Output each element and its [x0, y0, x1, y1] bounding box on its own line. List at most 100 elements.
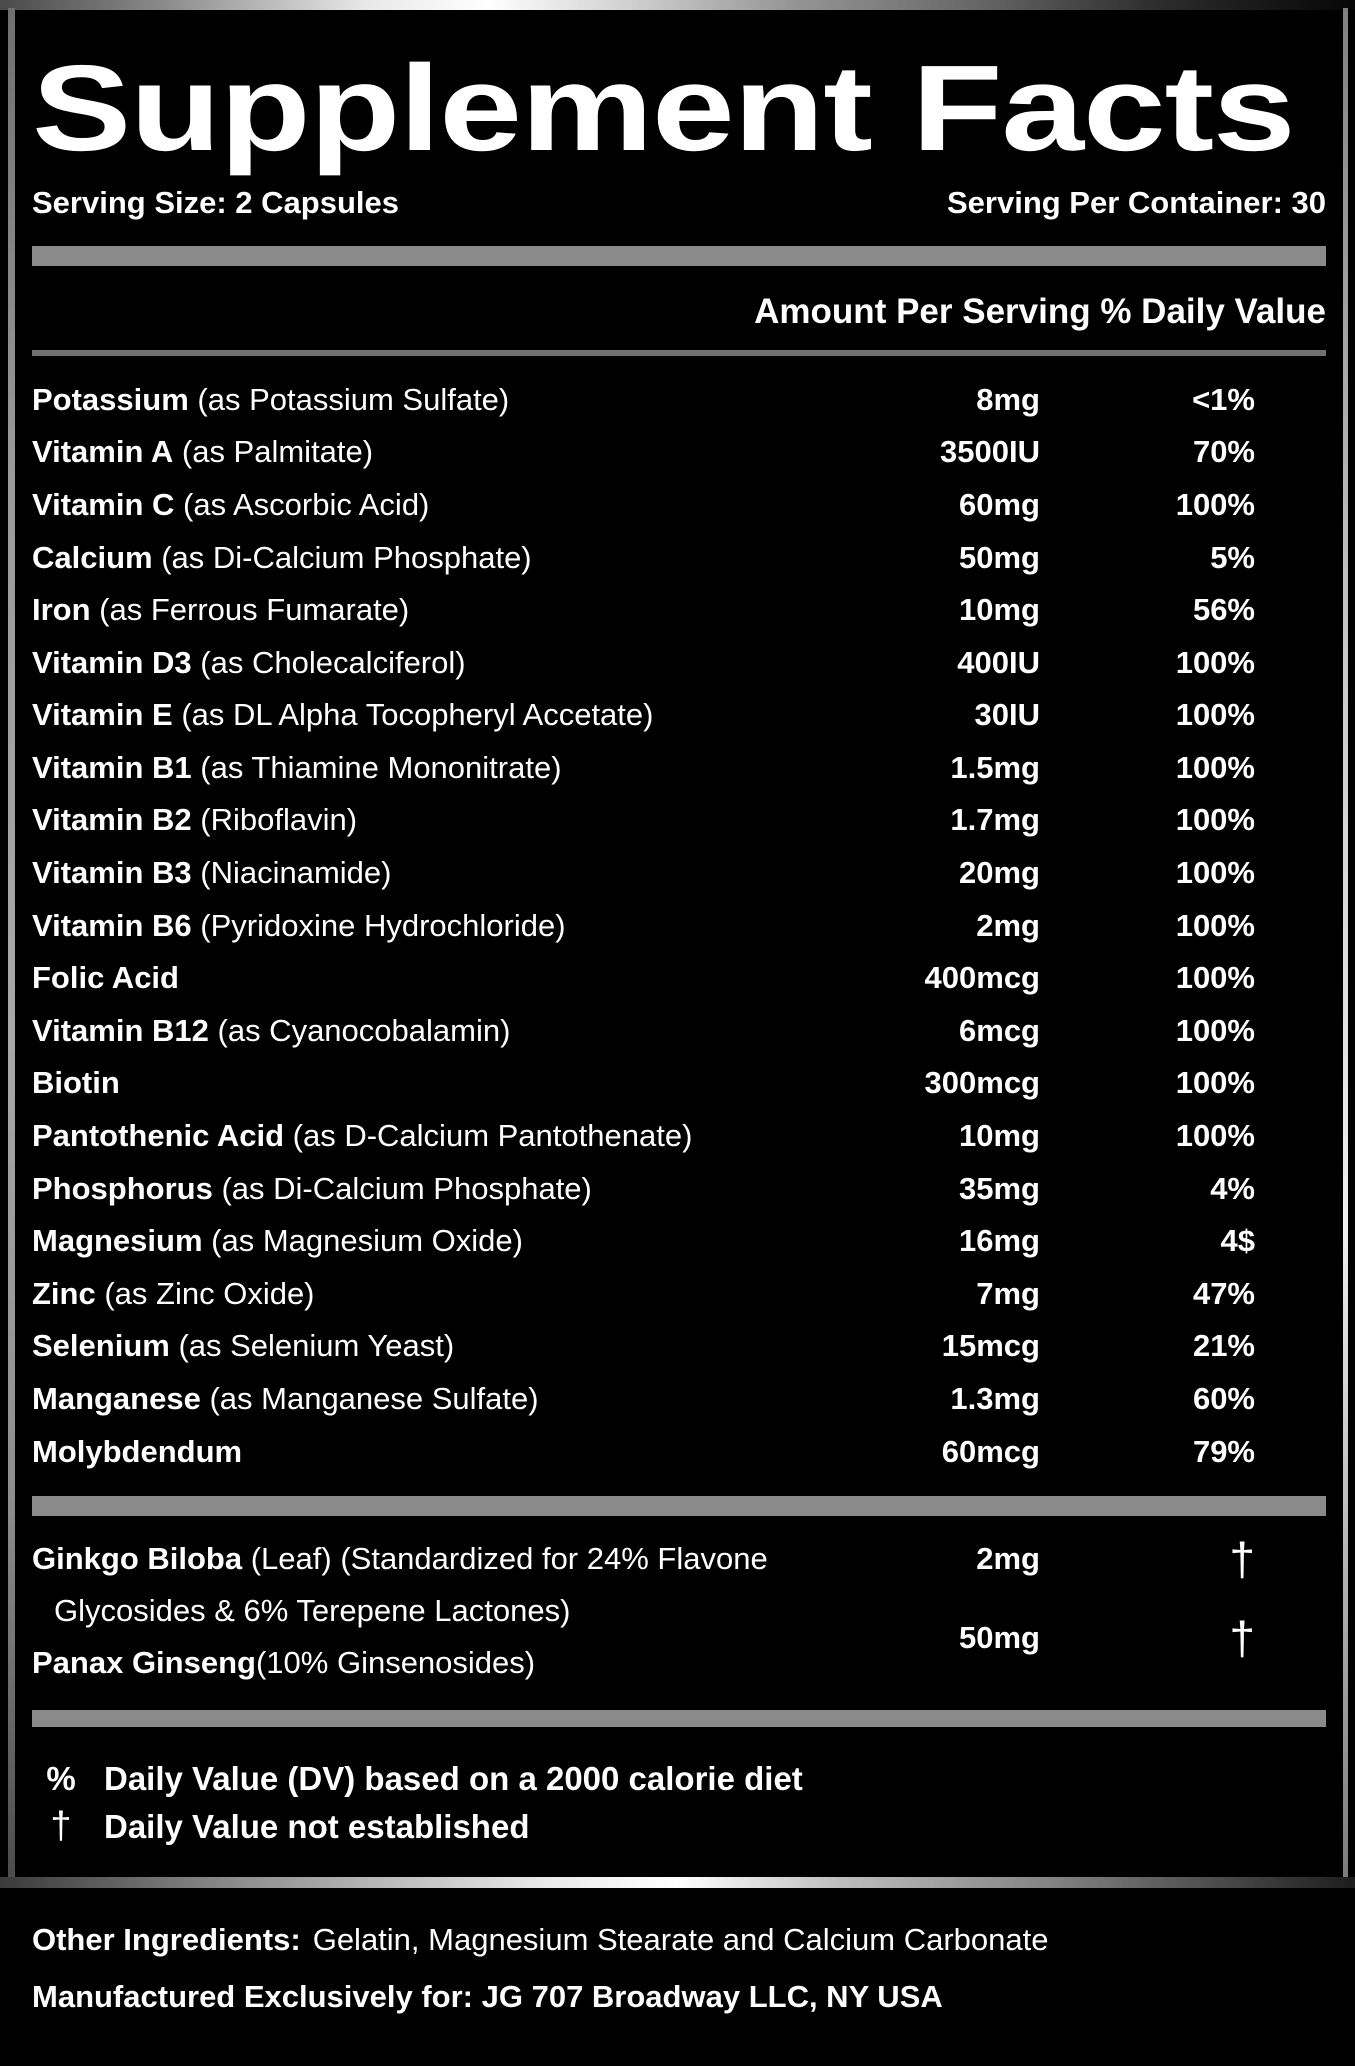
ingredient-amount: 2mg	[976, 1540, 1040, 1576]
ingredient-name: Ginkgo Biloba (Leaf) (Standardized for 2…	[32, 1540, 768, 1576]
table-row: Vitamin E (as DL Alpha Tocopheryl Acceta…	[32, 689, 1255, 742]
table-row: Vitamin D3 (as Cholecalciferol) 400IU 10…	[32, 636, 1255, 689]
nutrient-name: Vitamin B6 (Pyridoxine Hydrochloride)	[32, 907, 566, 943]
table-row: Pantothenic Acid (as D-Calcium Pantothen…	[32, 1110, 1255, 1163]
table-row: Ginkgo Biloba (Leaf) (Standardized for 2…	[32, 1532, 1255, 1586]
table-row: Calcium (as Di-Calcium Phosphate) 50mg 5…	[32, 531, 1255, 584]
label-footer: Other Ingredients: Gelatin, Magnesium St…	[32, 1916, 1323, 2021]
table-row: Phosphorus (as Di-Calcium Phosphate) 35m…	[32, 1162, 1255, 1215]
nutrient-amount: 10mg	[959, 592, 1040, 628]
nutrient-daily-value: 5%	[1210, 539, 1255, 575]
table-row: Vitamin B6 (Pyridoxine Hydrochloride) 2m…	[32, 899, 1255, 952]
frame-right-border	[1343, 8, 1348, 1886]
table-row: Folic Acid 400mcg 100%	[32, 952, 1255, 1005]
nutrient-daily-value: 100%	[1175, 1012, 1255, 1048]
frame-bottom-border	[0, 1877, 1355, 1888]
divider-footnote-thick	[32, 1709, 1326, 1727]
nutrient-daily-value: 70%	[1192, 434, 1255, 470]
table-row: Vitamin B3 (Niacinamide) 20mg 100%	[32, 847, 1255, 900]
table-row: Molybdendum 60mcg 79%	[32, 1425, 1255, 1478]
nutrient-name: Calcium (as Di-Calcium Phosphate)	[32, 539, 532, 575]
nutrient-amount: 35mg	[959, 1170, 1040, 1206]
nutrient-amount: 1.3mg	[950, 1381, 1040, 1417]
nutrient-daily-value: 100%	[1175, 1118, 1255, 1154]
serving-per-container: Serving Per Container: 30	[946, 185, 1326, 221]
nutrient-name: Vitamin A (as Palmitate)	[32, 434, 374, 470]
nutrient-name: Potassium (as Potassium Sulfate)	[32, 381, 510, 417]
nutrient-name: Zinc (as Zinc Oxide)	[32, 1275, 315, 1311]
nutrient-daily-value: 100%	[1175, 644, 1255, 680]
nutrient-amount: 1.7mg	[950, 802, 1040, 838]
nutrient-amount: 2mg	[976, 907, 1040, 943]
nutrient-daily-value: 60%	[1192, 1381, 1255, 1417]
table-row: Iron (as Ferrous Fumarate) 10mg 56%	[32, 584, 1255, 637]
nutrient-amount: 400mcg	[924, 960, 1040, 996]
table-row: Vitamin B1 (as Thiamine Mononitrate) 1.5…	[32, 742, 1255, 795]
column-header: Amount Per Serving % Daily Value	[754, 292, 1326, 332]
nutrient-amount: 20mg	[959, 855, 1040, 891]
nutrient-amount: 10mg	[959, 1118, 1040, 1154]
table-row: Vitamin B2 (Riboflavin) 1.7mg 100%	[32, 794, 1255, 847]
nutrient-daily-value: 100%	[1175, 749, 1255, 785]
footnotes: % Daily Value (DV) based on a 2000 calor…	[32, 1755, 1326, 1851]
table-row: Vitamin C (as Ascorbic Acid) 60mg 100%	[32, 479, 1255, 532]
nutrient-daily-value: 21%	[1192, 1328, 1255, 1364]
other-ingredients: Other Ingredients: Gelatin, Magnesium St…	[32, 1922, 1049, 1957]
frame-left-border	[8, 8, 15, 1886]
nutrient-name: Iron (as Ferrous Fumarate)	[32, 592, 410, 628]
dagger-symbol: †	[50, 1805, 72, 1848]
nutrient-name: Vitamin C (as Ascorbic Acid)	[32, 486, 430, 522]
table-row: Zinc (as Zinc Oxide) 7mg 47%	[32, 1268, 1255, 1321]
botanical-section: Ginkgo Biloba (Leaf) (Standardized for 2…	[32, 1516, 1326, 1690]
supplement-facts-panel: Supplement Facts Serving Size: 2 Capsule…	[15, 10, 1343, 1851]
nutrient-name: Vitamin E (as DL Alpha Tocopheryl Acceta…	[32, 697, 654, 733]
table-row: Vitamin B12 (as Cyanocobalamin) 6mcg 100…	[32, 1005, 1255, 1058]
nutrient-name: Manganese (as Manganese Sulfate)	[32, 1381, 539, 1417]
serving-size: Serving Size: 2 Capsules	[32, 185, 399, 221]
nutrient-name: Vitamin B3 (Niacinamide)	[32, 855, 392, 891]
nutrient-daily-value: 100%	[1175, 1065, 1255, 1101]
table-row: Biotin 300mcg 100%	[32, 1057, 1255, 1110]
nutrient-name: Folic Acid	[32, 960, 179, 996]
nutrient-name: Selenium (as Selenium Yeast)	[32, 1328, 455, 1364]
nutrient-name: Vitamin B2 (Riboflavin)	[32, 802, 358, 838]
ingredient-description-wrap: Glycosides & 6% Terepene Lactones)	[54, 1592, 571, 1628]
nutrient-amount: 3500IU	[940, 434, 1040, 470]
nutrient-daily-value: 100%	[1175, 486, 1255, 522]
footnote-not-established: † Daily Value not established	[32, 1803, 1326, 1851]
nutrient-amount: 8mg	[976, 381, 1040, 417]
nutrient-daily-value: 100%	[1175, 855, 1255, 891]
nutrient-amount: 16mg	[959, 1223, 1040, 1259]
nutrient-daily-value: 100%	[1175, 802, 1255, 838]
nutrient-amount: 300mcg	[924, 1065, 1040, 1101]
nutrient-name: Magnesium (as Magnesium Oxide)	[32, 1223, 523, 1259]
table-row: Manganese (as Manganese Sulfate) 1.3mg 6…	[32, 1373, 1255, 1426]
divider-top-thick	[32, 246, 1326, 267]
table-row: Potassium (as Potassium Sulfate) 8mg <1%	[32, 373, 1255, 426]
nutrient-amount: 400IU	[957, 644, 1040, 680]
nutrient-daily-value: 56%	[1192, 592, 1255, 628]
nutrient-amount: 7mg	[976, 1275, 1040, 1311]
serving-info-row: Serving Size: 2 Capsules Serving Per Con…	[32, 180, 1326, 226]
frame-top-border	[0, 0, 1355, 10]
nutrient-name: Pantothenic Acid (as D-Calcium Pantothen…	[32, 1118, 693, 1154]
nutrient-amount: 60mcg	[941, 1433, 1040, 1469]
nutrient-amount: 30IU	[974, 697, 1040, 733]
nutrient-amount: 15mcg	[941, 1328, 1040, 1364]
nutrient-amount: 60mg	[959, 486, 1040, 522]
table-row: Selenium (as Selenium Yeast) 15mcg 21%	[32, 1320, 1255, 1373]
nutrient-name: Molybdendum	[32, 1433, 243, 1469]
nutrient-daily-value: 100%	[1175, 697, 1255, 733]
nutrient-daily-value: 79%	[1192, 1433, 1255, 1469]
table-row: Glycosides & 6% Terepene Lactones) Panax…	[32, 1586, 1255, 1690]
nutrient-daily-value: 4%	[1210, 1170, 1255, 1206]
nutrient-table: Potassium (as Potassium Sulfate) 8mg <1%…	[32, 373, 1326, 1477]
divider-header-thin	[32, 350, 1326, 357]
ingredient-name: Glycosides & 6% Terepene Lactones) Panax…	[32, 1586, 820, 1690]
divider-botanical-thick	[32, 1495, 1326, 1516]
nutrient-daily-value: 100%	[1175, 960, 1255, 996]
nutrient-amount: 50mg	[959, 539, 1040, 575]
footnote-daily-value: % Daily Value (DV) based on a 2000 calor…	[32, 1755, 1326, 1803]
nutrient-name: Vitamin B1 (as Thiamine Mononitrate)	[32, 749, 562, 785]
nutrient-name: Phosphorus (as Di-Calcium Phosphate)	[32, 1170, 592, 1206]
